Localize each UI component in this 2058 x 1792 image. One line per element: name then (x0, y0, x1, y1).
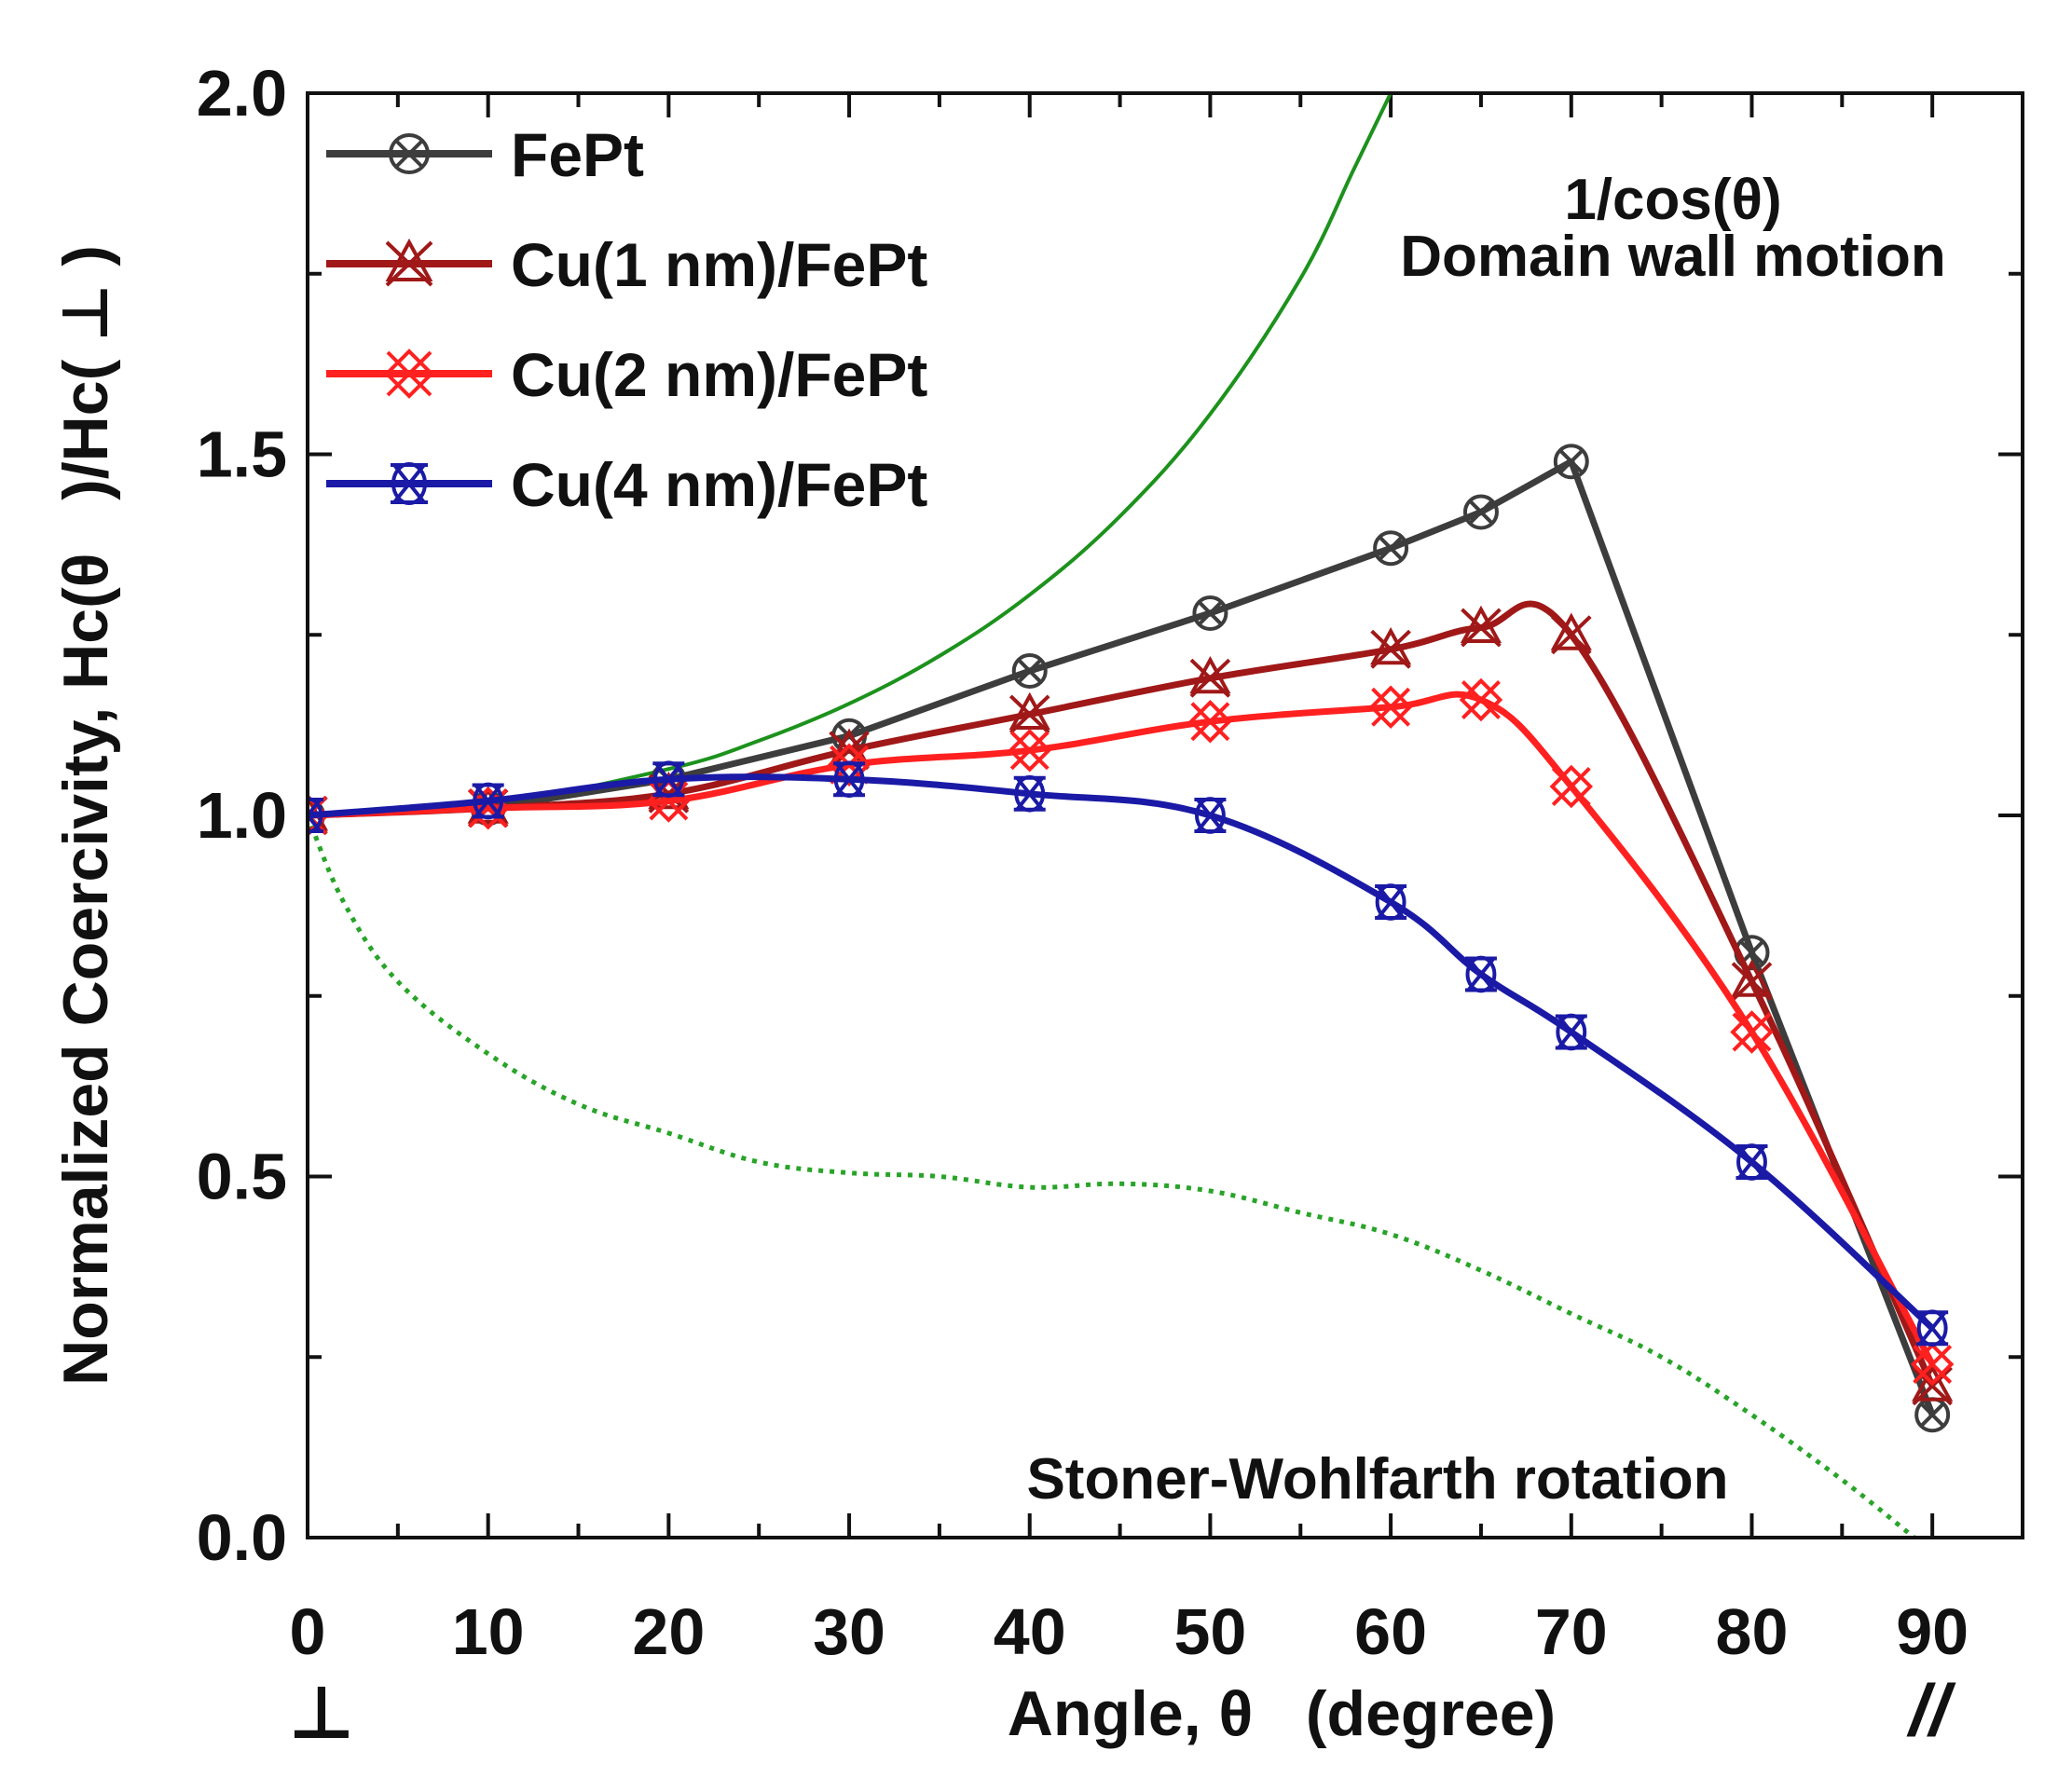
series-line (308, 691, 1936, 1366)
legend-label: Cu(1 nm)/FePt (511, 230, 927, 299)
x-tick-label: 10 (452, 1595, 525, 1668)
series-marker (1373, 530, 1409, 567)
series-marker (1550, 612, 1592, 655)
x-tick-label: 0 (290, 1595, 326, 1668)
y-tick-label: 1.0 (197, 779, 287, 852)
series-marker (1912, 1363, 1954, 1406)
series-marker (1736, 1143, 1768, 1181)
series-marker (385, 238, 433, 287)
series-marker (1008, 691, 1050, 734)
series-marker (1189, 656, 1231, 698)
series-marker (1192, 595, 1228, 631)
x-end-label-perpendicular: ⊥ (288, 1672, 354, 1754)
series-marker (1375, 883, 1407, 921)
series-marker (1916, 1309, 1949, 1347)
legend-item: Cu(1 nm)/FePt (326, 230, 927, 299)
y-axis-title: Normalized Coercivity, Hc(θ )/Hc( ⊥ ) (50, 245, 121, 1386)
x-tick-label: 20 (632, 1595, 705, 1668)
tick-labels: 0 10 20 30 40 50 60 70 80 90 0.0 0.5 1.0 1.5 2.0 (197, 57, 1969, 1668)
series-marker (391, 462, 428, 505)
y-tick-label: 1.5 (197, 418, 287, 491)
x-end-label-parallel: // (1906, 1669, 1956, 1751)
series-marker (1730, 1010, 1774, 1054)
series-marker (1013, 774, 1046, 813)
series-marker (1011, 653, 1048, 689)
x-tick-label: 80 (1716, 1595, 1789, 1668)
series-marker (1549, 764, 1594, 809)
series-marker (1460, 605, 1502, 648)
series-marker (1553, 444, 1589, 480)
y-tick-label: 0.0 (197, 1501, 287, 1574)
series-marker (1910, 1342, 1955, 1387)
x-tick-label: 70 (1535, 1595, 1608, 1668)
legend-label: Cu(2 nm)/FePt (511, 340, 927, 409)
x-tick-label: 60 (1354, 1595, 1427, 1668)
series-marker (384, 349, 434, 399)
legend: FePt Cu(1 nm)/FePt Cu(2 nm)/FePt Cu(4 nm)/F… (326, 120, 927, 519)
series-marker (472, 782, 504, 820)
series-marker (1194, 797, 1227, 834)
legend-item: Cu(4 nm)/FePt (326, 450, 927, 519)
series-marker (1555, 1013, 1587, 1051)
series-marker (1370, 627, 1412, 669)
legend-item: FePt (326, 120, 644, 189)
x-tick-label: 30 (813, 1595, 885, 1668)
x-tick-label: 90 (1896, 1595, 1969, 1668)
series-marker (1731, 959, 1773, 1002)
series-marker (389, 133, 430, 174)
data-series (308, 444, 1955, 1433)
y-tick-label: 0.5 (197, 1141, 287, 1213)
series-marker (308, 797, 323, 834)
series-marker (1008, 729, 1051, 773)
series-4 (308, 760, 1949, 1347)
x-axis-title: Angle, θ (degree) (1008, 1678, 1556, 1749)
series-marker (1368, 685, 1413, 729)
x-tick-label: 40 (994, 1595, 1066, 1668)
y-tick-label: 2.0 (197, 57, 287, 130)
plot-frame (306, 91, 2024, 1539)
series-marker (1459, 677, 1503, 722)
series-marker (1462, 494, 1499, 530)
series-marker (1188, 700, 1232, 744)
series-marker (833, 760, 866, 799)
series-line (308, 600, 1936, 1388)
dw-label-annotation: Domain wall motion (1400, 225, 1946, 289)
sw-label-annotation: Stoner-Wohlfarth rotation (1026, 1447, 1728, 1512)
x-tick-label: 50 (1173, 1595, 1246, 1668)
legend-label: FePt (511, 120, 644, 189)
series-marker (652, 760, 685, 799)
series-marker (1464, 955, 1497, 993)
legend-label: Cu(4 nm)/FePt (511, 450, 927, 519)
stoner-wohlfarth-curve (308, 814, 1916, 1538)
dw-formula-annotation: 1/cos(θ) (1564, 168, 1781, 232)
legend-item: Cu(2 nm)/FePt (326, 340, 927, 409)
